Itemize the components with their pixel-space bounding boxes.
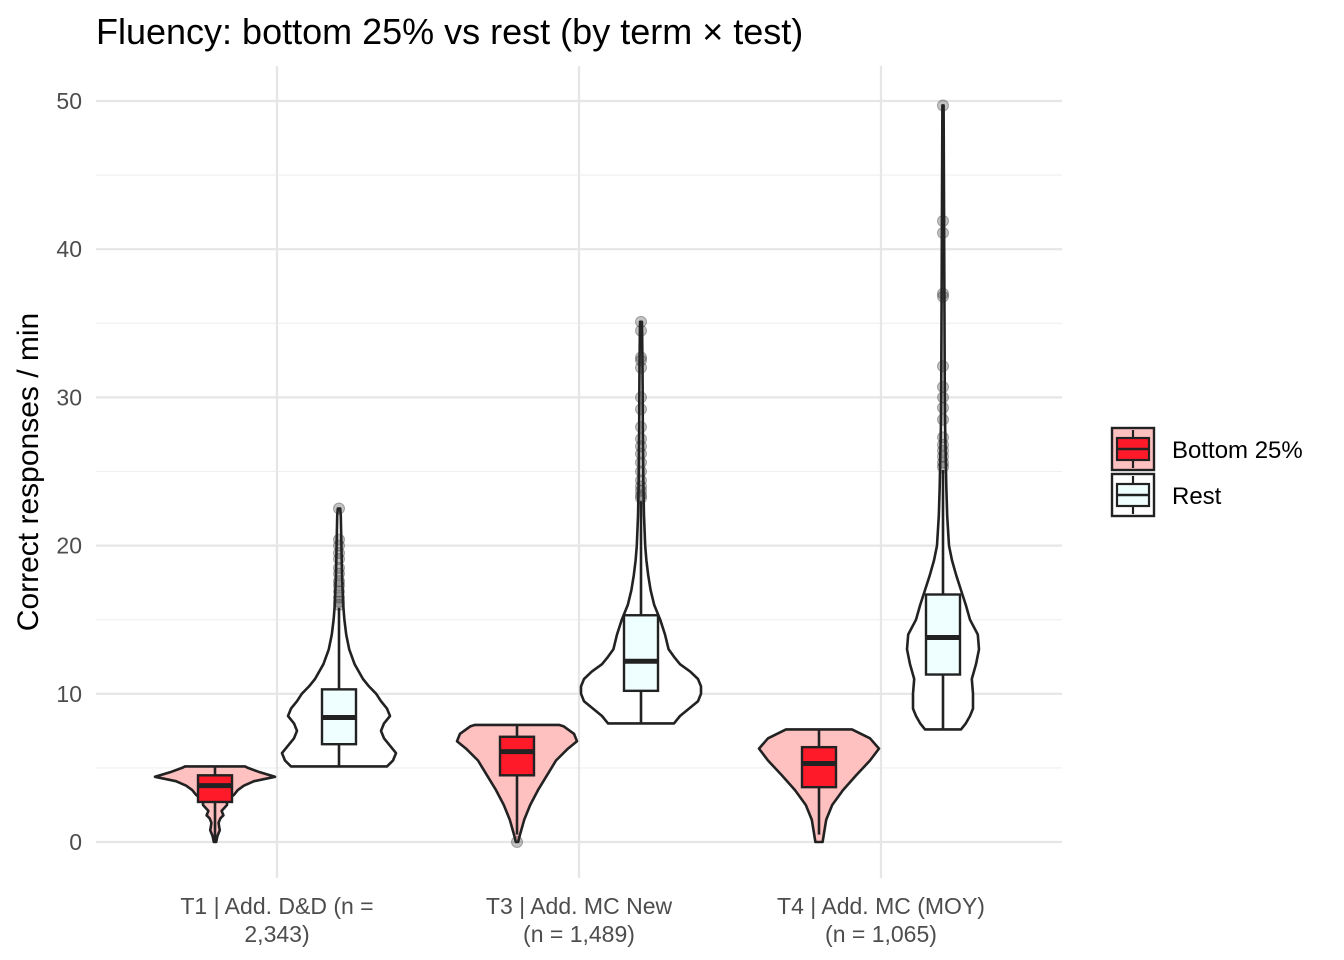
outlier-point: [937, 456, 949, 469]
y-tick-label: 0: [69, 829, 82, 855]
outlier-point: [937, 413, 949, 426]
outlier-point: [635, 480, 647, 493]
x-tick-label: 2,343): [244, 921, 309, 947]
y-tick-label: 50: [56, 88, 82, 114]
outlier-point: [635, 440, 647, 453]
outlier-point: [333, 585, 345, 598]
y-tick-label: 20: [56, 533, 82, 559]
outlier-point: [937, 391, 949, 404]
outlier-point: [937, 461, 949, 474]
outlier-point: [937, 226, 949, 239]
y-tick-label: 40: [56, 236, 82, 262]
chart-title: Fluency: bottom 25% vs rest (by term × t…: [96, 11, 803, 52]
outlier-point: [635, 351, 647, 364]
outlier-point: [333, 579, 345, 592]
outlier-point: [635, 432, 647, 445]
legend-label: Bottom 25%: [1172, 437, 1303, 464]
outlier-point: [333, 567, 345, 580]
outlier-point: [635, 492, 647, 505]
outlier-point: [937, 401, 949, 414]
box-rest: [924, 593, 962, 676]
x-tick-labels: T1 | Add. D&D (n =2,343) T3 | Add. MC New…: [180, 893, 985, 947]
outlier-point: [333, 539, 345, 552]
legend: Bottom 25% Rest: [1110, 426, 1303, 518]
x-tick-label: T1 | Add. D&D (n =: [180, 893, 373, 919]
y-tick-label: 30: [56, 384, 82, 410]
outlier-point: [937, 381, 949, 394]
box-rest: [622, 614, 660, 693]
outlier-point: [333, 598, 345, 611]
x-tick-label: (n = 1,065): [825, 921, 937, 947]
outlier-point: [333, 552, 345, 565]
outlier-point: [937, 431, 949, 444]
x-tick-label: T4 | Add. MC (MOY): [777, 893, 985, 919]
x-tick-label: T3 | Add. MC New: [486, 893, 673, 919]
x-tick-label: (n = 1,489): [523, 921, 635, 947]
outlier-point: [635, 447, 647, 460]
outlier-point: [635, 484, 647, 497]
legend-label: Rest: [1172, 483, 1222, 510]
outlier-point: [937, 287, 949, 300]
outlier-point: [937, 290, 949, 303]
outlier-point: [635, 391, 647, 404]
outlier-point: [937, 450, 949, 463]
y-tick-label: 10: [56, 681, 82, 707]
outlier-point: [333, 591, 345, 604]
outlier-point: [937, 215, 949, 228]
outlier-point: [333, 533, 345, 546]
outlier-point: [937, 438, 949, 451]
outlier-point: [635, 474, 647, 487]
outlier-point: [635, 361, 647, 374]
outlier-point: [937, 444, 949, 457]
grid: [96, 66, 1062, 878]
outlier-point: [635, 489, 647, 502]
outlier-point: [511, 836, 523, 848]
outlier-point: [635, 324, 647, 337]
outlier-point: [937, 99, 949, 112]
box-bottom25: [196, 774, 234, 804]
outlier-point: [333, 547, 345, 560]
outlier-point: [333, 575, 345, 588]
outlier-point: [635, 354, 647, 367]
outlier-point: [635, 421, 647, 434]
box-bottom25: [498, 735, 536, 777]
y-tick-labels: 0 10 20 30 40 50: [56, 88, 82, 855]
outlier-point: [635, 315, 647, 328]
outlier-point: [333, 595, 345, 608]
outlier-point: [635, 403, 647, 416]
plot-area: [153, 99, 981, 848]
outlier-point: [937, 360, 949, 373]
box-bottom25: [800, 745, 838, 789]
outlier-point: [635, 456, 647, 469]
y-axis-label: Correct responses / min: [12, 313, 45, 631]
violin-rest: [905, 104, 981, 731]
outlier-point: [333, 561, 345, 574]
outlier-point: [333, 502, 345, 515]
outlier-point: [635, 465, 647, 478]
